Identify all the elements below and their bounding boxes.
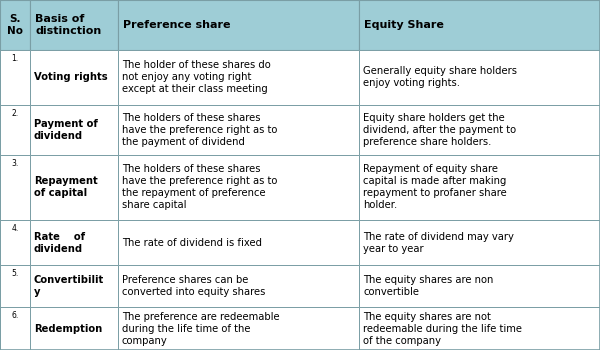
Bar — [30, 50, 118, 105]
Text: Repayment of equity share
capital is made after making
repayment to profaner sha: Repayment of equity share capital is mad… — [363, 164, 507, 210]
Bar — [359, 0, 600, 50]
Text: 6.: 6. — [11, 311, 19, 320]
Bar — [0, 50, 30, 105]
Text: Repayment
of capital: Repayment of capital — [34, 176, 98, 198]
Bar — [30, 220, 118, 265]
Text: Preference shares can be
converted into equity shares: Preference shares can be converted into … — [122, 275, 265, 297]
Text: Redemption: Redemption — [34, 323, 102, 334]
Text: Equity Share: Equity Share — [364, 20, 444, 30]
Text: 5.: 5. — [11, 269, 19, 278]
Bar — [0, 265, 30, 307]
Text: Payment of
dividend: Payment of dividend — [34, 119, 98, 141]
Bar — [118, 0, 359, 50]
Bar — [30, 307, 118, 350]
Bar — [30, 265, 118, 307]
Text: 1.: 1. — [11, 54, 19, 63]
Text: The holder of these shares do
not enjoy any voting right
except at their class m: The holder of these shares do not enjoy … — [122, 61, 271, 94]
Bar — [0, 105, 30, 155]
Bar — [118, 220, 359, 265]
Bar — [30, 155, 118, 220]
Bar — [118, 105, 359, 155]
Text: The rate of dividend may vary
year to year: The rate of dividend may vary year to ye… — [363, 231, 514, 253]
Bar — [0, 220, 30, 265]
Bar — [359, 155, 600, 220]
Text: Basis of
distinction: Basis of distinction — [35, 14, 101, 36]
Text: 2.: 2. — [11, 109, 19, 118]
Bar — [359, 50, 600, 105]
Bar — [359, 307, 600, 350]
Text: Equity share holders get the
dividend, after the payment to
preference share hol: Equity share holders get the dividend, a… — [363, 113, 516, 147]
Bar — [0, 307, 30, 350]
Bar — [118, 155, 359, 220]
Bar — [30, 105, 118, 155]
Bar — [118, 307, 359, 350]
Text: Rate    of
dividend: Rate of dividend — [34, 231, 85, 253]
Bar — [359, 105, 600, 155]
Text: Convertibilit
y: Convertibilit y — [34, 275, 104, 297]
Text: The preference are redeemable
during the life time of the
company: The preference are redeemable during the… — [122, 312, 280, 345]
Text: Preference share: Preference share — [123, 20, 230, 30]
Text: The holders of these shares
have the preference right as to
the repayment of pre: The holders of these shares have the pre… — [122, 164, 277, 210]
Text: Voting rights: Voting rights — [34, 72, 107, 83]
Text: 3.: 3. — [11, 159, 19, 168]
Bar — [0, 155, 30, 220]
Text: S.
No: S. No — [7, 14, 23, 36]
Text: The equity shares are not
redeemable during the life time
of the company: The equity shares are not redeemable dur… — [363, 312, 522, 345]
Text: 4.: 4. — [11, 224, 19, 233]
Text: Generally equity share holders
enjoy voting rights.: Generally equity share holders enjoy vot… — [363, 66, 517, 89]
Bar — [118, 50, 359, 105]
Bar — [359, 265, 600, 307]
Bar — [30, 0, 118, 50]
Text: The rate of dividend is fixed: The rate of dividend is fixed — [122, 238, 262, 247]
Bar — [0, 0, 30, 50]
Bar — [359, 220, 600, 265]
Text: The holders of these shares
have the preference right as to
the payment of divid: The holders of these shares have the pre… — [122, 113, 277, 147]
Bar — [118, 265, 359, 307]
Text: The equity shares are non
convertible: The equity shares are non convertible — [363, 275, 493, 297]
